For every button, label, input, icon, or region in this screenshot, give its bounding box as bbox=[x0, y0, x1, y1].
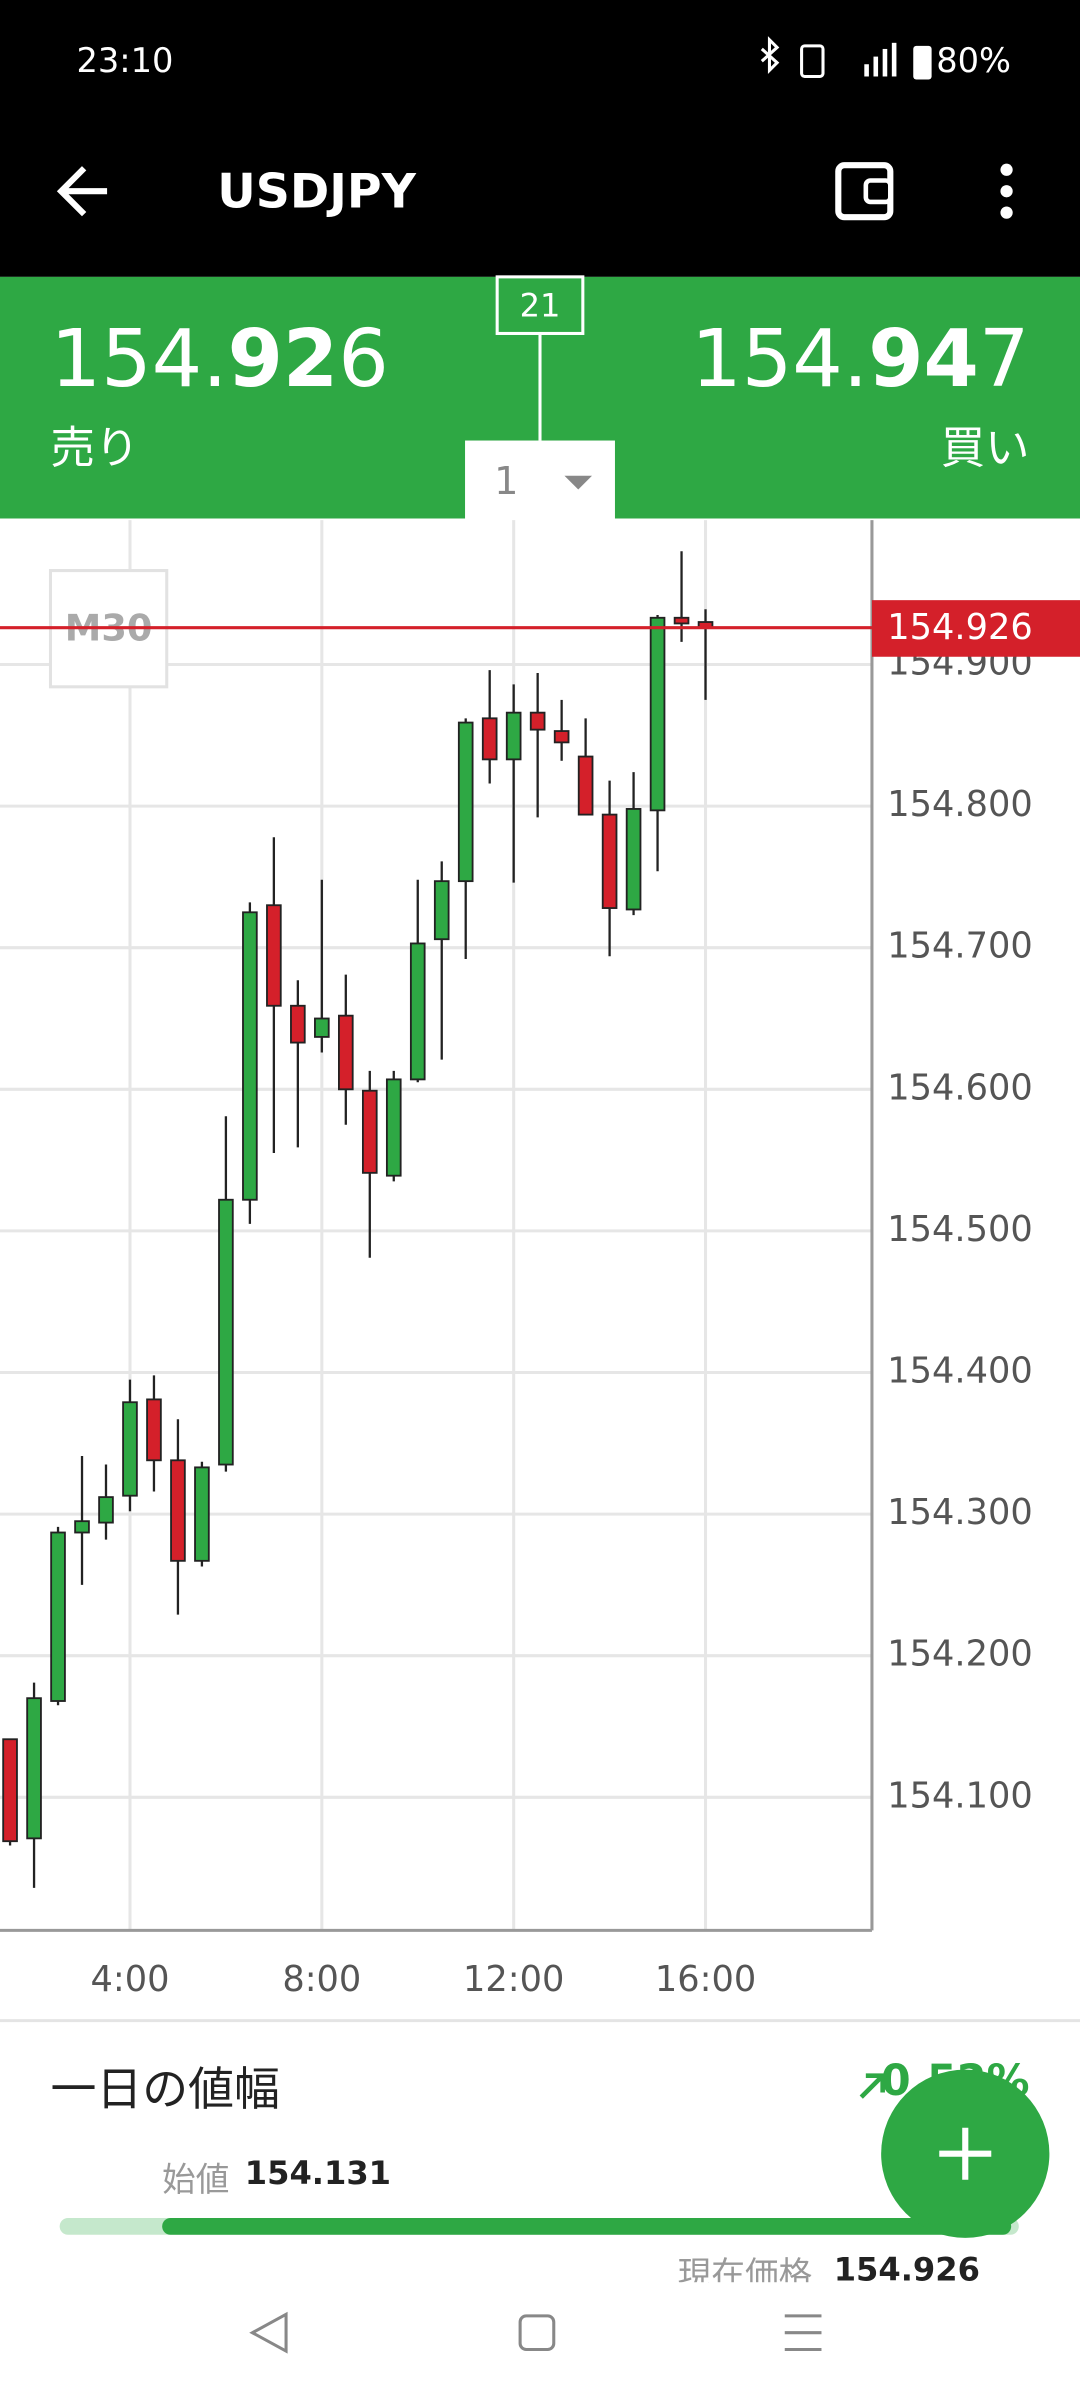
back-button[interactable] bbox=[56, 166, 108, 217]
bid-price[interactable]: 154.926 bbox=[50, 312, 388, 405]
candle-body bbox=[146, 1398, 162, 1462]
current-price-label: 154.926 bbox=[887, 607, 1032, 648]
lot-dropdown-arrow bbox=[564, 475, 593, 490]
candle-body bbox=[2, 1738, 18, 1843]
ask-part: 154. bbox=[691, 312, 868, 405]
candle-body bbox=[457, 721, 474, 883]
bid-part: 6 bbox=[338, 312, 389, 405]
x-tick-label: 16:00 bbox=[655, 1959, 756, 2000]
candle-body bbox=[98, 1496, 114, 1524]
candle-body bbox=[50, 1531, 66, 1702]
candle-body bbox=[170, 1459, 186, 1562]
candle-body bbox=[361, 1089, 378, 1174]
plot-background bbox=[0, 518, 1080, 2021]
bid-part: 92 bbox=[228, 312, 339, 405]
menu-button[interactable] bbox=[1000, 163, 1013, 219]
candle-body bbox=[266, 904, 282, 1007]
add-icon bbox=[939, 2127, 992, 2180]
lot-value: 1 bbox=[494, 460, 518, 504]
y-tick-label: 154.600 bbox=[887, 1067, 1032, 1108]
range-fill bbox=[162, 2217, 1012, 2235]
top-bar bbox=[0, 0, 1080, 277]
candle-body bbox=[338, 1014, 354, 1091]
y-tick-label: 154.100 bbox=[887, 1775, 1032, 1816]
candle-body bbox=[290, 1004, 306, 1044]
current-value: 154.926 bbox=[834, 2251, 980, 2289]
current-price-tag bbox=[871, 600, 1080, 657]
candle-body bbox=[505, 711, 522, 761]
wallet-button[interactable] bbox=[835, 162, 894, 221]
candle-body bbox=[649, 616, 666, 812]
ask-label: 買い bbox=[941, 423, 1030, 474]
candle-body bbox=[481, 717, 498, 761]
status-icons bbox=[760, 36, 932, 80]
ask-price[interactable]: 154.947 bbox=[691, 312, 1029, 405]
y-tick-label: 154.700 bbox=[887, 926, 1032, 967]
candle-body bbox=[242, 911, 258, 1201]
nav-home[interactable] bbox=[518, 2314, 556, 2352]
bid-part: 154. bbox=[50, 312, 227, 405]
range-title: 一日の値幅 bbox=[50, 2062, 279, 2116]
bid-label: 売り bbox=[50, 423, 139, 474]
candle-body bbox=[673, 616, 690, 625]
ask-part: 7 bbox=[979, 312, 1030, 405]
y-tick-label: 154.800 bbox=[887, 784, 1032, 825]
ask-part: 94 bbox=[868, 312, 979, 405]
candle-body bbox=[601, 813, 618, 909]
header-title: USDJPY bbox=[217, 164, 416, 219]
y-tick-label: 154.500 bbox=[887, 1209, 1032, 1250]
nav-back[interactable] bbox=[249, 2311, 288, 2354]
candle-body bbox=[529, 711, 546, 731]
candle-body bbox=[433, 880, 450, 941]
candle-body bbox=[26, 1697, 42, 1840]
nav-recents[interactable] bbox=[784, 2314, 822, 2352]
y-tick-label: 154.200 bbox=[887, 1634, 1032, 1675]
candle-body bbox=[194, 1466, 210, 1562]
candle-body bbox=[577, 755, 594, 816]
open-label: 始値 bbox=[162, 2160, 229, 2199]
open-value: 154.131 bbox=[245, 2154, 391, 2192]
candle-body bbox=[74, 1520, 90, 1534]
candle-body bbox=[385, 1078, 402, 1177]
candle-body bbox=[122, 1401, 138, 1497]
nav-bar bbox=[0, 2282, 1080, 2400]
change-arrow bbox=[859, 2073, 885, 2099]
status-time: 23:10 bbox=[76, 41, 173, 80]
x-tick-label: 12:00 bbox=[463, 1959, 564, 2000]
x-tick-label: 4:00 bbox=[90, 1959, 169, 2000]
x-tick-label: 8:00 bbox=[282, 1959, 361, 2000]
candle-body bbox=[409, 942, 426, 1081]
candle-body bbox=[314, 1017, 330, 1038]
candle-body bbox=[625, 808, 642, 911]
lot-selector[interactable] bbox=[465, 440, 615, 521]
chart: 4:00 8:00 12:00 16:00 154.100 154.200 154.300 1… bbox=[0, 518, 1080, 2021]
candle-body bbox=[218, 1198, 234, 1466]
status-battery: 80% bbox=[936, 41, 1011, 80]
y-tick-label: 154.400 bbox=[887, 1351, 1032, 1392]
spread: 21 bbox=[520, 286, 561, 324]
candle-body bbox=[553, 730, 570, 744]
y-tick-label: 154.300 bbox=[887, 1492, 1032, 1533]
